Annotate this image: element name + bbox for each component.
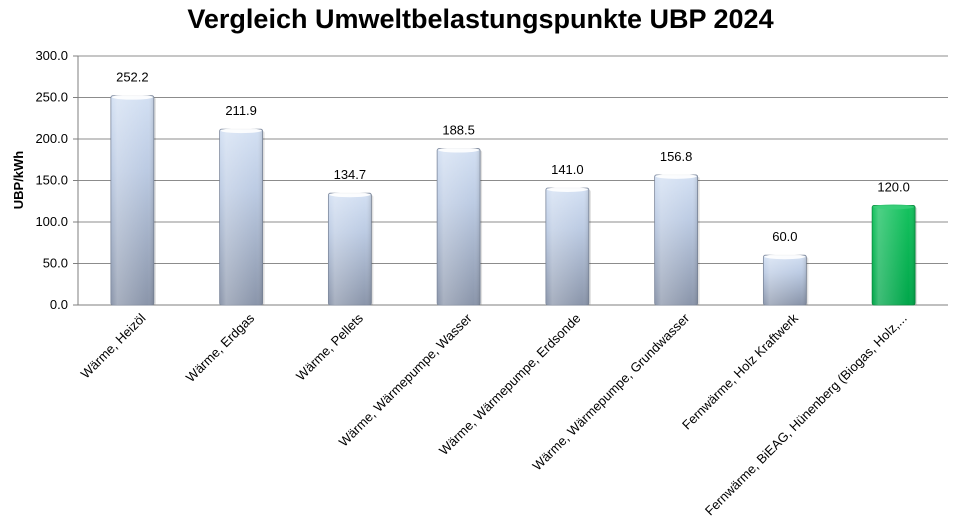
x-category-label: Fernwärme, BiEAG, Hünenberg (Biogas, Hol… — [702, 311, 910, 519]
data-label: 141.0 — [551, 162, 584, 177]
data-label: 156.8 — [660, 149, 693, 164]
data-label: 252.2 — [116, 70, 149, 85]
x-category-label: Wärme, Pellets — [293, 310, 366, 383]
data-labels: 252.2 211.9 134.7 188.5 141.0 156.8 60.0 120.0 — [116, 70, 910, 245]
y-tick-label: 200.0 — [35, 131, 68, 146]
data-label: 60.0 — [772, 229, 797, 244]
bar — [436, 147, 483, 306]
x-axis-categories: Wärme, Heizöl Wärme, Erdgas Wärme, Pellets… — [78, 310, 910, 518]
bar — [762, 254, 809, 306]
data-label: 211.9 — [225, 103, 257, 118]
data-label: 134.7 — [334, 167, 367, 182]
chart-title: Vergleich Umweltbelastungspunkte UBP 202… — [187, 4, 774, 34]
y-axis-title: UBP/kWh — [11, 151, 26, 210]
y-tick-label: 0.0 — [50, 297, 68, 312]
y-axis-ticks: 0.0 50.0 100.0 150.0 200.0 250.0 300.0 — [35, 48, 68, 312]
x-category-label: Wärme, Heizöl — [78, 310, 149, 381]
x-category-label: Wärme, Erdgas — [183, 310, 258, 385]
bar — [654, 173, 700, 306]
x-category-label: Fernwärme, Holz Kraftwerk — [679, 310, 801, 432]
y-tick-label: 300.0 — [35, 48, 68, 63]
bar — [871, 204, 918, 306]
gridlines — [73, 55, 948, 306]
data-label: 188.5 — [442, 123, 475, 138]
bars — [110, 94, 918, 306]
y-tick-label: 100.0 — [35, 214, 68, 229]
data-label: 120.0 — [877, 179, 910, 194]
y-tick-label: 150.0 — [35, 173, 68, 188]
bar — [110, 94, 156, 306]
bar — [545, 186, 591, 306]
bar — [219, 128, 265, 306]
bar — [327, 192, 374, 306]
y-tick-label: 250.0 — [35, 90, 68, 105]
y-tick-label: 50.0 — [43, 256, 68, 271]
